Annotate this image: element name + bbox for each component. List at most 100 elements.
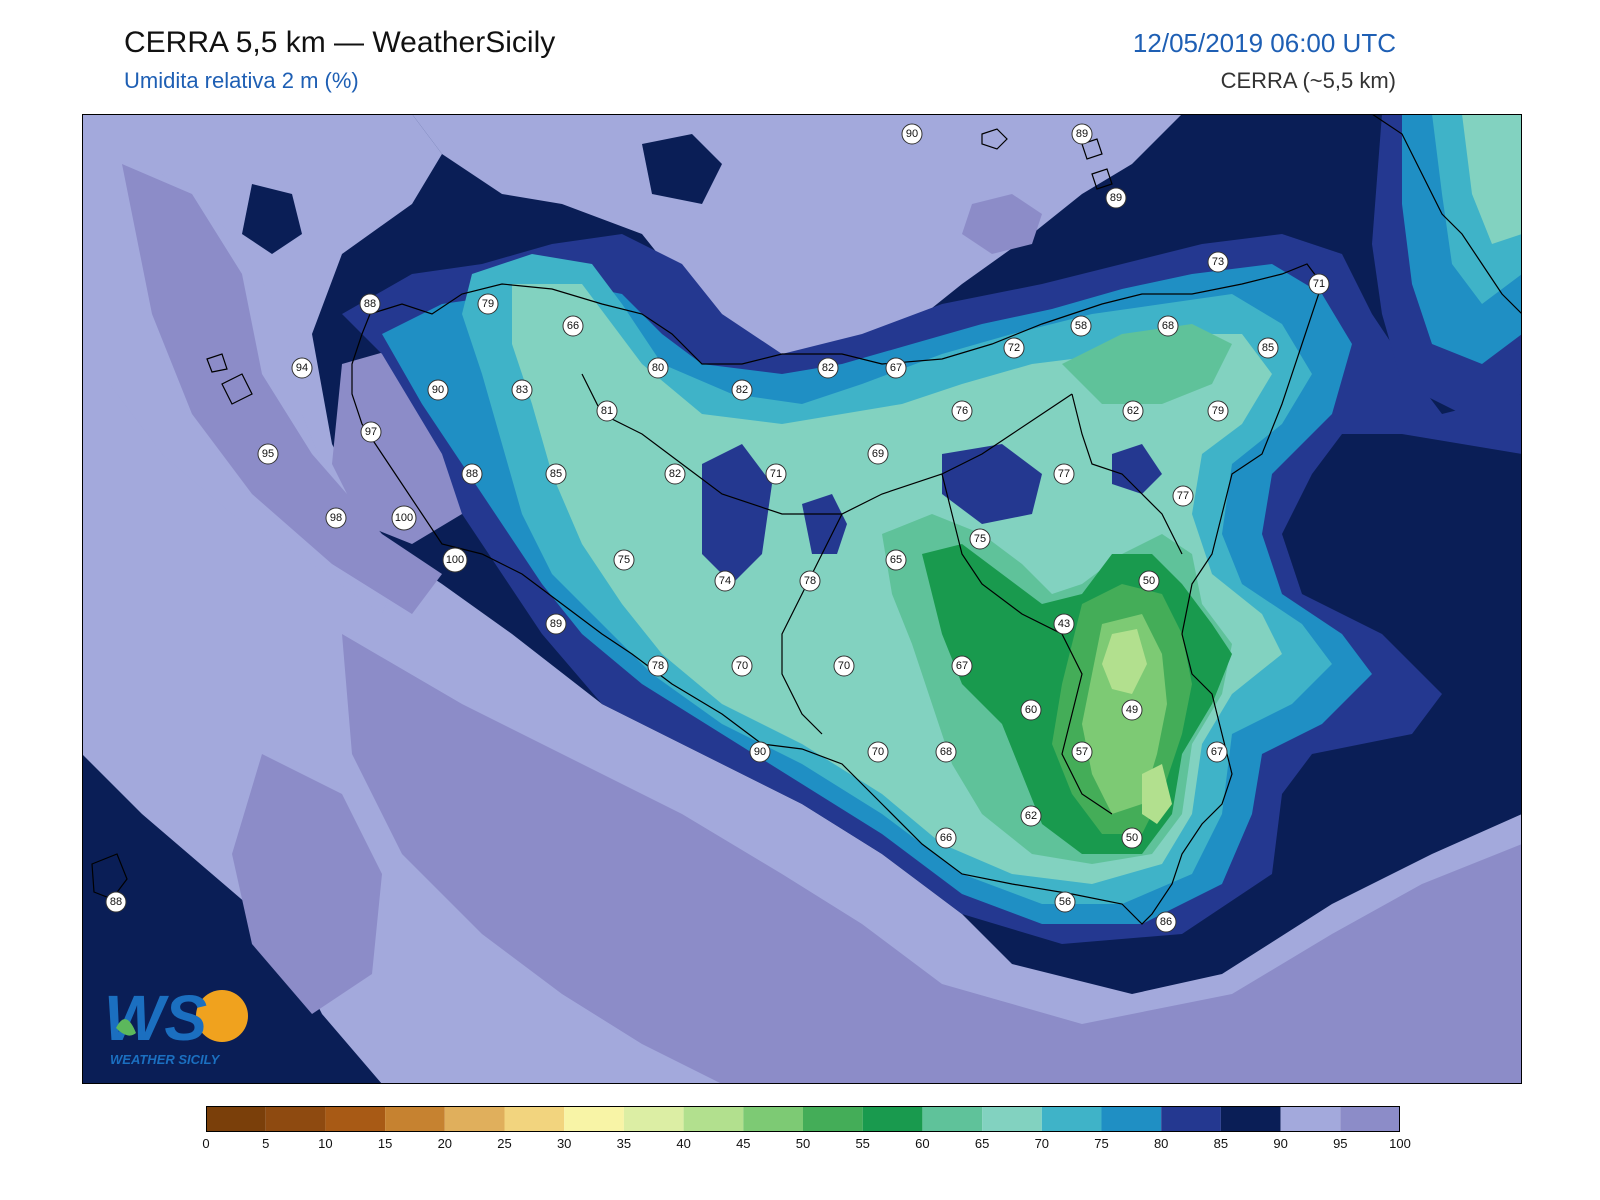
colorbar-tick-label: 10 (318, 1136, 333, 1151)
station-marker: 88 (461, 463, 483, 485)
logo-caption: WEATHER SICILY (110, 1052, 220, 1067)
colorbar-segment (743, 1106, 803, 1132)
station-marker: 88 (105, 891, 127, 913)
colorbar-segment (1220, 1106, 1281, 1132)
colorbar-tick-label: 50 (795, 1136, 811, 1151)
station-value-label: 65 (890, 554, 902, 566)
station-marker: 50 (1138, 570, 1160, 592)
station-marker-circle (596, 400, 618, 422)
station-marker-circle (291, 357, 313, 379)
station-marker: 79 (1207, 400, 1229, 422)
field-95-100-west (122, 164, 442, 614)
station-marker: 43 (1053, 613, 1075, 635)
field-80-85-inland-north (942, 444, 1042, 524)
station-marker-circle (867, 741, 889, 763)
colorbar-segment (1280, 1106, 1341, 1132)
station-value-label: 89 (1076, 128, 1088, 140)
leaf-icon (116, 1019, 136, 1036)
variable-subtitle: Umidita relativa 2 m (%) (124, 68, 359, 93)
station-value-label: 58 (1075, 320, 1087, 332)
station-value-label: 89 (1110, 192, 1122, 204)
station-marker: 62 (1020, 805, 1042, 827)
station-marker: 56 (1054, 891, 1076, 913)
weather-sicily-logo: WS WEATHER SICILY (96, 978, 256, 1068)
station-value-label: 75 (974, 533, 986, 545)
station-marker-circle (935, 741, 957, 763)
field-60-65-north (1062, 324, 1232, 404)
station-value-label: 94 (296, 362, 308, 374)
station-marker: 60 (1020, 699, 1042, 721)
humidity-map: 90 89 89 88 79 66 94 90 83 80 82 82 67 72 58 68 73 71 85 97… (82, 114, 1522, 1084)
station-value-label: 100 (395, 512, 413, 524)
map-title: CERRA 5,5 km — WeatherSicily (124, 26, 556, 59)
station-marker-circle (1172, 485, 1194, 507)
station-marker-circle (1207, 251, 1229, 273)
colorbar-segment (325, 1106, 386, 1132)
station-marker: 67 (1206, 741, 1228, 763)
field-80-85-inland-center (802, 494, 847, 554)
station-marker-circle (1207, 400, 1229, 422)
station-marker: 58 (1070, 315, 1092, 337)
station-marker-circle (647, 357, 669, 379)
station-marker-circle (545, 463, 567, 485)
colorbar-segment (1161, 1106, 1221, 1132)
station-marker: 89 (1071, 123, 1093, 145)
station-value-label: 71 (1313, 278, 1325, 290)
colorbar-tick-label: 85 (1213, 1136, 1229, 1151)
station-marker: 89 (545, 613, 567, 635)
station-marker-circle (511, 379, 533, 401)
station-labels-layer: 90 89 89 88 79 66 94 90 83 80 82 82 67 72 58 68 73 71 85 97… (105, 123, 1330, 933)
colorbar-segment (623, 1106, 684, 1132)
station-marker: 78 (799, 570, 821, 592)
station-marker: 85 (1257, 337, 1279, 359)
station-marker-circle (442, 547, 468, 573)
station-marker-circle (1071, 741, 1093, 763)
station-marker: 67 (951, 655, 973, 677)
station-marker: 68 (935, 741, 957, 763)
colorbar-segment (982, 1106, 1042, 1132)
station-value-label: 67 (890, 362, 902, 374)
colorbar-tick-label: 70 (1034, 1136, 1050, 1151)
station-marker-circle (647, 655, 669, 677)
colorbar-tick-label: 55 (855, 1136, 870, 1151)
colorbar-tick-label: 100 (1389, 1136, 1411, 1151)
station-value-label: 85 (1262, 342, 1274, 354)
station-marker: 82 (731, 379, 753, 401)
station-marker: 74 (714, 570, 736, 592)
station-marker-circle (1053, 613, 1075, 635)
station-value-label: 70 (838, 660, 850, 672)
station-value-label: 69 (872, 448, 884, 460)
aeolian-islands (981, 128, 1113, 190)
colorbar-tick-label: 95 (1333, 1136, 1348, 1151)
station-marker-circle (765, 463, 787, 485)
station-marker: 57 (1071, 741, 1093, 763)
field-95-100-north (962, 194, 1042, 254)
station-marker-circle (461, 463, 483, 485)
colorbar-tick-label: 30 (556, 1136, 572, 1151)
station-value-label: 70 (736, 660, 748, 672)
station-marker-circle (799, 570, 821, 592)
station-value-label: 82 (669, 468, 681, 480)
station-marker: 82 (817, 357, 839, 379)
colorbar (206, 1106, 1400, 1132)
colorbar-tick-label: 65 (974, 1136, 990, 1151)
station-marker-circle (1003, 337, 1025, 359)
colorbar-segment (1101, 1106, 1162, 1132)
colorbar-ticks: 0 5 10 15 20 25 30 35 40 45 50 55 60 65 70 75 80 85 90 95 10… (202, 1136, 1410, 1156)
station-marker-circle (1070, 315, 1092, 337)
station-marker: 94 (291, 357, 313, 379)
station-value-label: 68 (1162, 320, 1174, 332)
colorbar-segment (1041, 1106, 1102, 1132)
station-marker: 100 (391, 505, 417, 531)
model-label: CERRA (~5,5 km) (1220, 68, 1396, 93)
station-marker-circle (1054, 891, 1076, 913)
station-value-label: 72 (1008, 342, 1020, 354)
station-marker: 66 (562, 315, 584, 337)
colorbar-tick-label: 20 (437, 1136, 453, 1151)
station-marker-circle (1020, 699, 1042, 721)
station-value-label: 86 (1160, 916, 1172, 928)
station-marker-circle (1105, 187, 1127, 209)
station-marker: 75 (969, 528, 991, 550)
station-value-label: 56 (1059, 896, 1071, 908)
colorbar-segment (564, 1106, 624, 1132)
